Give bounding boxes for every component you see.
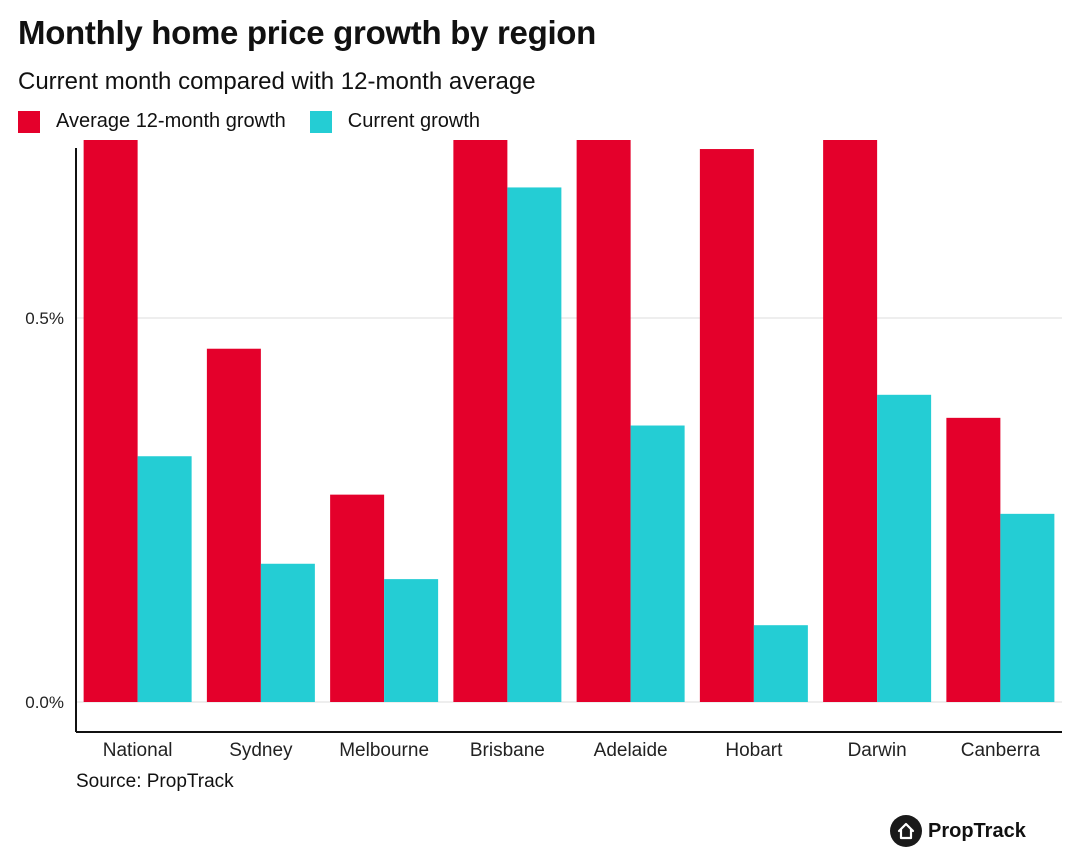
bar-average-12-month: [330, 494, 385, 702]
legend-swatch-current: [309, 110, 332, 133]
brand-logo: PropTrack: [890, 815, 1026, 847]
brand-name: PropTrack: [928, 819, 1026, 842]
y-tick-label: 0.5%: [25, 309, 64, 328]
source-note: Source: PropTrack: [76, 771, 234, 792]
x-category-label: Darwin: [848, 740, 907, 761]
legend-item-current: Current growth: [309, 110, 481, 133]
bar-average-12-month: [946, 417, 1001, 702]
bar-chart: 0.0%0.5%1.0%NationalSydneyMelbourneBrisb…: [25, 140, 1062, 761]
y-tick-label: 0.0%: [25, 693, 64, 712]
bar-current-growth: [753, 625, 808, 702]
chart-legend: Average 12-month growth Current growth: [18, 110, 504, 133]
bar-average-12-month: [83, 140, 138, 702]
bar-current-growth: [260, 563, 315, 702]
legend-swatch-average: [18, 110, 40, 133]
bar-current-growth: [630, 425, 685, 702]
x-category-label: Melbourne: [339, 740, 429, 761]
bar-current-growth: [1000, 513, 1055, 702]
house-icon: [890, 815, 922, 847]
bar-current-growth: [137, 456, 192, 702]
x-category-label: Brisbane: [470, 740, 545, 761]
x-category-label: Canberra: [961, 740, 1041, 761]
bar-average-12-month: [206, 348, 261, 702]
bar-current-growth: [507, 187, 562, 702]
bar-current-growth: [384, 579, 439, 702]
x-category-label: Hobart: [725, 740, 783, 761]
chart-title: Monthly home price growth by region: [18, 14, 597, 51]
legend-label-average: Average 12-month growth: [56, 110, 286, 132]
bar-current-growth: [877, 394, 932, 702]
bar-average-12-month: [823, 140, 878, 702]
x-category-label: Sydney: [229, 740, 293, 761]
chart-subtitle: Current month compared with 12-month ave…: [18, 68, 536, 95]
bar-average-12-month: [576, 140, 631, 702]
legend-item-average: Average 12-month growth: [18, 110, 286, 133]
x-category-label: National: [103, 740, 173, 761]
x-category-label: Adelaide: [594, 740, 668, 761]
bar-average-12-month: [699, 149, 754, 703]
legend-label-current: Current growth: [347, 110, 481, 132]
bar-average-12-month: [453, 140, 508, 703]
